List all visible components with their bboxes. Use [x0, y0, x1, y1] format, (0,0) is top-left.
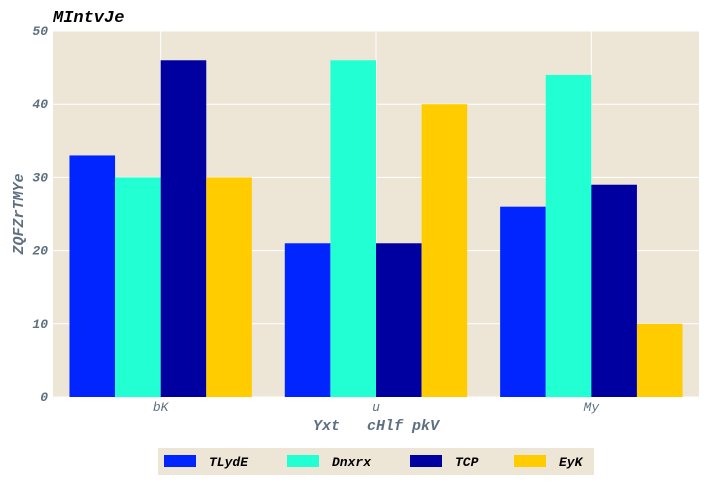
y-tick-label: 10 [32, 317, 48, 332]
chart-title: MIntvJe [52, 9, 124, 28]
bar-TCP-My [591, 184, 637, 397]
y-tick-label: 20 [32, 244, 48, 259]
bar-TCP-bK [160, 60, 207, 397]
y-tick-label: 40 [32, 97, 48, 112]
y-tick-label: 0 [40, 390, 48, 405]
legend-swatch-TLydE [164, 455, 196, 467]
legend-swatch-Dnxrx [287, 455, 319, 467]
x-tick-label: bK [153, 400, 170, 415]
x-tick-label: My [584, 400, 601, 415]
y-axis-label: ZQFZrTMYe [11, 173, 28, 255]
bars [69, 60, 683, 398]
bar-EyK-My [636, 323, 683, 397]
legend-label-TLydE: TLydE [209, 455, 249, 470]
legend-label-EyK: EyK [559, 455, 584, 470]
bar-TLydE-bK [69, 155, 116, 397]
y-tick-label: 30 [32, 170, 48, 185]
bar-EyK-bK [206, 177, 252, 397]
bar-Dnxrx-My [545, 74, 592, 398]
bar-TLydE-u [284, 243, 331, 397]
bar-TCP-u [376, 243, 422, 397]
y-tick-label: 50 [32, 24, 48, 39]
bar-Dnxrx-bK [115, 177, 161, 397]
x-tick-label: u [372, 400, 380, 415]
bar-TLydE-My [500, 206, 546, 397]
x-axis-label: Yxt cHlf pkV [313, 418, 441, 435]
legend-swatch-EyK [514, 455, 546, 467]
legend: TLydE Dnxrx TCP EyK [158, 448, 594, 475]
bar-EyK-u [421, 104, 468, 397]
bar-Dnxrx-u [330, 60, 376, 397]
legend-label-Dnxrx: Dnxrx [332, 455, 372, 470]
x-axis-ticks: bK u My [153, 400, 600, 415]
legend-swatch-TCP [410, 455, 442, 467]
legend-label-TCP: TCP [455, 455, 479, 470]
y-axis-ticks: 0 10 20 30 40 50 [32, 24, 48, 405]
